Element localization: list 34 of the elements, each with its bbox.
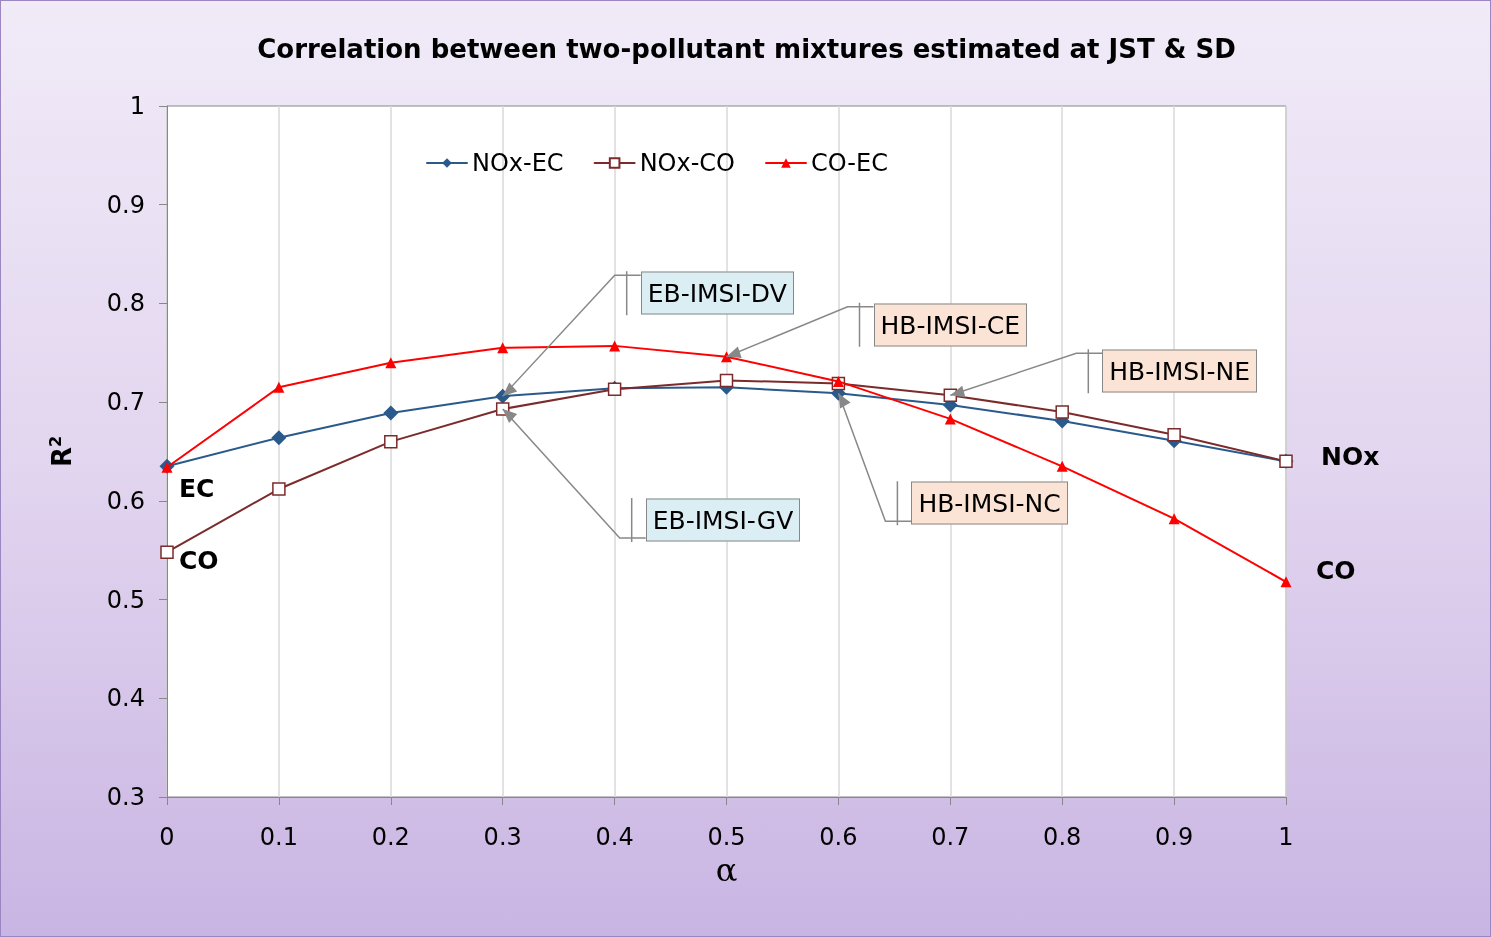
annotation: CO (1316, 555, 1356, 585)
y-tick-label: 0.3 (106, 783, 145, 811)
legend-label: CO-EC (810, 149, 888, 177)
y-tick-label: 0.6 (106, 486, 145, 515)
y-axis-title: R2 (45, 435, 77, 468)
y-tick-label: 0.7 (106, 388, 145, 417)
x-tick-label: 0.8 (1043, 823, 1082, 851)
annotation: EB-IMSI-DV (640, 271, 794, 315)
y-tick-label: 1 (129, 92, 145, 120)
x-tick-label: 0.6 (819, 823, 858, 851)
y-tick-label: 0.8 (106, 289, 145, 318)
y-tick-label: 0.5 (106, 585, 145, 614)
x-tick-label: 0.9 (1155, 823, 1194, 851)
annotation: HB-IMSI-CE (873, 303, 1027, 347)
x-tick-label: 0.5 (707, 823, 746, 851)
annotation: HB-IMSI-NC (911, 481, 1068, 525)
x-tick-label: 0.3 (483, 823, 522, 851)
x-tick-label: 0.2 (371, 823, 410, 851)
x-tick-label: 0.1 (259, 823, 298, 851)
annotation: HB-IMSI-NE (1102, 349, 1257, 393)
annotation: EC (179, 473, 215, 503)
legend-label: NOx-CO (639, 149, 735, 177)
chart-title: Correlation between two-pollutant mixtures estimated at JST & SD (257, 34, 1236, 64)
annotation: EB-IMSI-GV (645, 498, 801, 542)
annotation: NOx (1321, 441, 1380, 471)
x-axis-title: α (715, 850, 738, 889)
y-tick-label: 0.9 (106, 190, 145, 219)
x-tick-label: 0.4 (595, 823, 634, 851)
annotation: CO (179, 545, 219, 575)
y-tick-label: 0.4 (106, 684, 145, 713)
x-tick-label: 1 (1278, 823, 1294, 851)
x-tick-label: 0.7 (931, 823, 970, 851)
x-tick-label: 0 (159, 823, 175, 851)
legend-label: NOx-EC (472, 149, 564, 177)
